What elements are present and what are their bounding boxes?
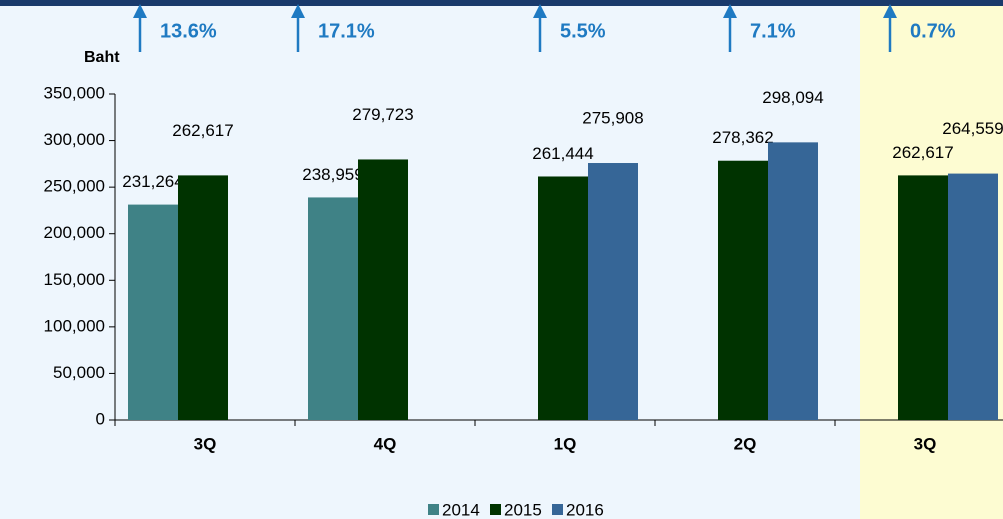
growth-arrowhead: [291, 4, 305, 18]
value-label: 261,444: [532, 144, 593, 163]
legend-swatch: [428, 504, 439, 515]
y-tick-label: 350,000: [44, 83, 105, 102]
value-label: 231,264: [122, 172, 183, 191]
y-tick-label: 200,000: [44, 223, 105, 242]
value-label: 298,094: [762, 88, 823, 107]
top-band: [0, 0, 1003, 6]
value-label: 279,723: [352, 105, 413, 124]
growth-arrowhead: [133, 4, 147, 18]
value-label: 264,559: [942, 119, 1003, 138]
bar: [128, 204, 178, 420]
x-tick-label: 1Q: [554, 434, 577, 453]
growth-arrowhead: [723, 4, 737, 18]
bar: [588, 163, 638, 420]
bar: [898, 175, 948, 420]
legend-label: 2014: [442, 500, 480, 519]
x-tick-label: 3Q: [194, 434, 217, 453]
legend-label: 2015: [504, 500, 542, 519]
y-tick-label: 50,000: [53, 363, 105, 382]
growth-label: 7.1%: [750, 20, 796, 42]
bar: [358, 159, 408, 420]
value-label: 262,617: [892, 143, 953, 162]
growth-label: 0.7%: [910, 20, 956, 42]
legend-swatch: [552, 504, 563, 515]
growth-arrowhead: [883, 4, 897, 18]
y-tick-label: 0: [96, 409, 105, 428]
value-label: 275,908: [582, 108, 643, 127]
bar: [948, 173, 998, 420]
bar: [178, 175, 228, 420]
y-tick-label: 150,000: [44, 270, 105, 289]
value-label: 262,617: [172, 121, 233, 140]
legend-swatch: [490, 504, 501, 515]
x-tick-label: 4Q: [374, 434, 397, 453]
growth-label: 17.1%: [318, 20, 375, 42]
y-axis-label: Baht: [84, 49, 120, 66]
y-tick-label: 100,000: [44, 316, 105, 335]
value-label: 278,362: [712, 128, 773, 147]
y-tick-label: 300,000: [44, 130, 105, 149]
bar: [718, 160, 768, 420]
legend-label: 2016: [566, 500, 604, 519]
x-tick-label: 2Q: [734, 434, 757, 453]
bar: [308, 197, 358, 420]
growth-label: 5.5%: [560, 20, 606, 42]
growth-arrowhead: [533, 4, 547, 18]
x-tick-label: 3Q: [914, 434, 937, 453]
bar: [768, 142, 818, 420]
value-label: 238,959: [302, 165, 363, 184]
growth-label: 13.6%: [160, 20, 217, 42]
y-tick-label: 250,000: [44, 177, 105, 196]
bar: [538, 176, 588, 420]
